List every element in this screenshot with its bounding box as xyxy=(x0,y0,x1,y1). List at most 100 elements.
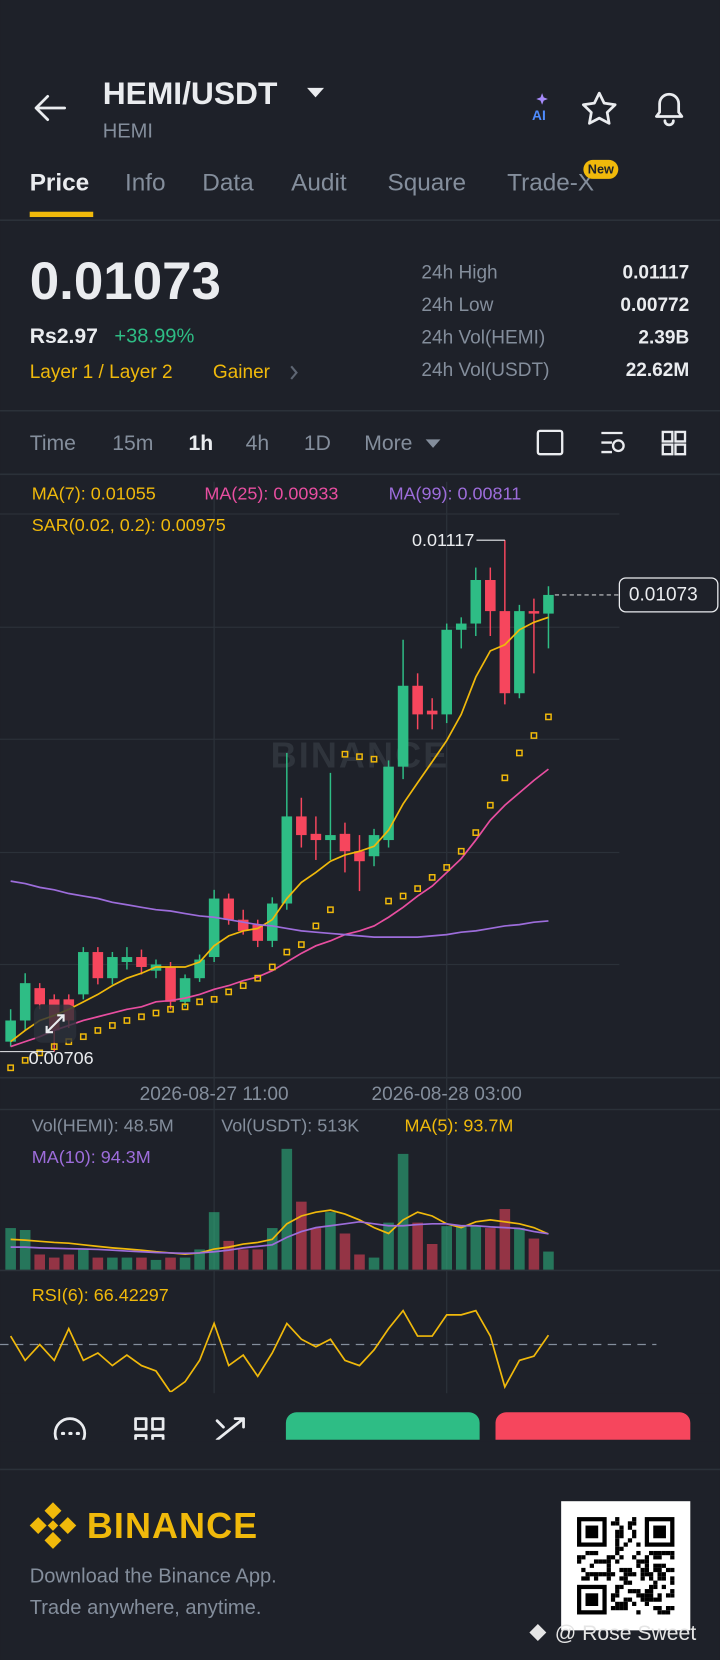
qr-cell xyxy=(632,1521,637,1526)
qr-cell xyxy=(640,1593,645,1598)
qr-cell xyxy=(606,1567,611,1573)
tag[interactable]: Gainer xyxy=(213,362,271,383)
legend-entry: MA(5): 93.7M xyxy=(404,1115,513,1135)
qr-cell xyxy=(610,1606,616,1611)
tab[interactable]: Audit xyxy=(291,170,347,197)
tab[interactable]: Price xyxy=(30,170,90,197)
qr-finder xyxy=(585,1593,599,1607)
volume-bar xyxy=(514,1228,525,1271)
qr-cell xyxy=(649,1584,654,1590)
timeframe[interactable]: 1h xyxy=(188,432,213,455)
trade-button[interactable] xyxy=(215,1417,245,1440)
volume-bar xyxy=(339,1233,351,1271)
chat-button[interactable] xyxy=(53,1417,87,1449)
qr-cell xyxy=(640,1559,645,1564)
watermark-icon xyxy=(529,1624,547,1641)
tab[interactable]: Info xyxy=(125,170,166,197)
candle-body xyxy=(266,903,278,941)
timeframe[interactable]: 1D xyxy=(304,432,331,455)
more-button[interactable] xyxy=(134,1417,165,1447)
qr-cell xyxy=(661,1572,666,1577)
qr-cell xyxy=(670,1606,675,1611)
indicator-button[interactable] xyxy=(601,431,623,454)
tab[interactable]: Square xyxy=(388,170,466,197)
x-tick-label: 2026-08-28 03:00 xyxy=(372,1084,522,1105)
sar-dot xyxy=(210,995,218,1003)
candle-body xyxy=(194,959,205,979)
qr-cell xyxy=(657,1555,662,1560)
legend-entry: RSI(6): 66.42297 xyxy=(32,1285,169,1305)
qr-cell xyxy=(615,1529,620,1535)
qr-cell xyxy=(615,1534,620,1539)
qr-cell xyxy=(610,1521,616,1526)
more-dropdown[interactable] xyxy=(425,439,441,448)
sar-dot xyxy=(385,897,392,905)
candle-body xyxy=(107,957,118,979)
alert-button[interactable] xyxy=(655,92,684,127)
chart-tools xyxy=(536,429,687,456)
qr-cell xyxy=(661,1610,666,1615)
volume-ma-line xyxy=(10,1209,549,1255)
qr-cell xyxy=(644,1555,650,1560)
qr-cell xyxy=(623,1567,628,1573)
tab[interactable]: Trade-X xyxy=(507,170,594,197)
fullscreen-button[interactable] xyxy=(536,429,564,456)
qr-cell xyxy=(657,1606,662,1611)
stat-label: 24h Vol(HEMI) xyxy=(421,328,545,349)
qr-cell xyxy=(615,1606,620,1611)
x-tick-label: 2026-08-27 11:00 xyxy=(140,1084,289,1105)
candle-body xyxy=(121,957,133,963)
sar-dot xyxy=(501,774,509,782)
back-button[interactable] xyxy=(34,94,67,122)
qr-cell xyxy=(661,1584,666,1590)
pair-dropdown[interactable] xyxy=(307,87,325,98)
candle-body xyxy=(34,988,46,1005)
favorite-button[interactable] xyxy=(582,91,617,125)
legend-entry: SAR(0.02, 0.2): 0.00975 xyxy=(32,515,226,535)
volume-bar xyxy=(165,1257,176,1271)
volume-bar xyxy=(179,1257,191,1271)
qr-finder xyxy=(577,1517,607,1547)
stat-value: 0.00772 xyxy=(620,295,689,316)
price-change: +38.99% xyxy=(114,326,194,348)
timeframe[interactable]: Time xyxy=(30,432,76,455)
qr-finder xyxy=(585,1525,599,1539)
tab[interactable]: Data xyxy=(202,170,254,197)
qr-cell xyxy=(632,1534,637,1539)
qr-cell xyxy=(593,1550,599,1556)
qr-cell xyxy=(577,1555,582,1560)
qr-cell xyxy=(598,1559,603,1564)
buy-button[interactable] xyxy=(285,1412,480,1465)
qr-cell xyxy=(644,1567,650,1573)
stat-value: 0.01117 xyxy=(622,263,689,284)
sar-dot xyxy=(370,755,378,763)
sar-dot xyxy=(428,874,436,881)
qr-cell xyxy=(670,1555,675,1560)
pair-title[interactable]: HEMI/USDT xyxy=(103,75,278,111)
qr-cell xyxy=(657,1576,662,1581)
timeframe[interactable]: 4h xyxy=(246,432,270,455)
sar-dot xyxy=(268,963,276,971)
qr-cell xyxy=(593,1576,599,1581)
qr-cell xyxy=(585,1572,590,1577)
timeframe[interactable]: More xyxy=(364,432,412,455)
layout-button[interactable] xyxy=(661,430,687,456)
timeframe[interactable]: 15m xyxy=(112,432,153,455)
stat-value: 22.62M xyxy=(626,360,690,381)
qr-cell xyxy=(649,1597,654,1602)
ma-line xyxy=(10,768,549,1048)
expand-button[interactable] xyxy=(33,1004,77,1043)
qr-cell xyxy=(585,1550,590,1556)
qr-cell xyxy=(619,1584,624,1590)
qr-cell xyxy=(606,1576,611,1581)
sar-dot xyxy=(283,948,291,956)
qr-cell xyxy=(615,1589,620,1594)
tag[interactable]: Layer 1 / Layer 2 xyxy=(30,362,173,383)
qr-cell xyxy=(636,1563,641,1568)
qr-cell xyxy=(589,1572,594,1577)
ai-button[interactable]: AI xyxy=(532,108,546,123)
sell-button[interactable] xyxy=(495,1412,691,1465)
qr-cell xyxy=(661,1563,666,1568)
qr-finder xyxy=(653,1525,666,1539)
qr-cell xyxy=(636,1610,641,1615)
